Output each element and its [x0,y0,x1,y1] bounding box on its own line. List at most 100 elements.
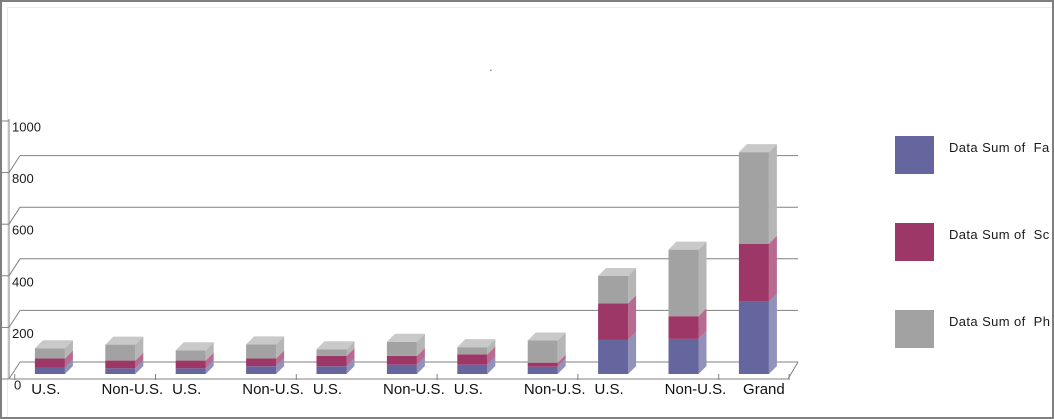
bar-side-face [346,341,355,356]
bar-side-face [135,336,144,361]
bar-side-face [416,356,425,374]
x-category-label: Grand [743,381,785,398]
bar-segment [175,360,206,369]
y-tick-label: 0 [14,378,21,393]
bar-segment [34,358,65,368]
bar-side-face [135,352,144,369]
bar-side-face [557,358,566,374]
bar-top-face [457,339,496,348]
bar-side-face [628,295,637,340]
x-category-label: U.S. [313,381,342,398]
bar-side-face [205,352,214,369]
bar-segment [386,364,417,374]
bar-side-face [346,358,355,374]
bar-top-face [527,332,566,341]
bar-top-face [175,342,214,351]
x-category-label: U.S. [595,381,624,398]
y-tick-label: 400 [12,274,34,289]
bar-segment [386,341,417,356]
x-category-label: U.S. [31,381,60,398]
bar-top-face [386,333,425,342]
x-category-label: Non-U.S. [383,381,445,398]
bar-side-face [698,241,707,317]
y-tick-label: 600 [12,223,34,238]
bar-segment [316,349,347,356]
x-category-label: U.S. [172,381,201,398]
floor-right-edge [787,361,799,380]
bar-side-face [276,358,285,374]
bar-segment [598,275,629,304]
x-category-label: U.S. [454,381,483,398]
bar-side-face [64,340,73,359]
bar-segment [527,366,558,374]
depth-diagonal [8,310,21,328]
x-category-label: Non-U.S. [665,381,727,398]
bar-segment [105,360,136,369]
bar-segment [386,355,417,365]
bar-side-face [276,350,285,367]
bar-segment [457,354,488,365]
bar-side-face [135,360,144,374]
bar-side-face [698,330,707,374]
bar-segment [738,243,769,302]
bar-segment [105,344,136,361]
bar-top-face [668,241,707,250]
bar-side-face [64,359,73,374]
bar-segment [668,249,699,317]
bar-side-face [487,356,496,374]
chart-title-dot: . [489,59,493,74]
y-tick-label: 800 [12,171,34,186]
bar-segment [316,366,347,374]
bar-segment [457,364,488,374]
bar-segment [738,301,769,374]
bar-segment [527,340,558,363]
bar-segment [316,355,347,367]
bar-side-face [768,235,777,302]
y-tick-label: 200 [12,326,34,341]
depth-diagonal [8,361,21,380]
bar-side-face [416,333,425,356]
bar-segment [175,368,206,374]
bar-segment [598,339,629,374]
bar-top-face [105,336,144,345]
bar-side-face [487,339,496,355]
bar-side-face [698,308,707,339]
bar-top-face [246,336,285,345]
bar-side-face [768,144,777,244]
bar-side-face [276,336,285,359]
depth-diagonal [8,258,21,277]
x-category-label: Non-U.S. [242,381,304,398]
bar-side-face [205,360,214,374]
bar-side-face [628,331,637,374]
x-category-label: Non-U.S. [101,381,163,398]
bar-segment [457,347,488,355]
bar-side-face [557,354,566,367]
bar-side-face [768,293,777,374]
bar-side-face [628,267,637,304]
bar-segment [175,350,206,361]
bar-side-face [64,350,73,368]
bar-segment [668,338,699,374]
bar-segment [246,366,277,374]
bar-top-face [598,267,637,276]
bar-side-face [557,332,566,363]
depth-diagonal [8,155,21,173]
bar-side-face [346,347,355,367]
bar-side-face [487,346,496,365]
bar-segment [738,152,769,244]
bar-side-face [416,347,425,365]
bar-top-face [738,144,777,153]
bar-segment [668,316,699,339]
bar-top-face [34,340,73,349]
bar-segment [598,303,629,340]
bar-segment [105,368,136,374]
bar-segment [34,348,65,359]
bar-top-face [316,341,355,350]
bar-segment [246,344,277,359]
bar-segment [527,362,558,367]
y-tick-label: 1000 [12,120,41,135]
bar-segment [34,367,65,374]
x-category-label: Non-U.S. [524,381,586,398]
